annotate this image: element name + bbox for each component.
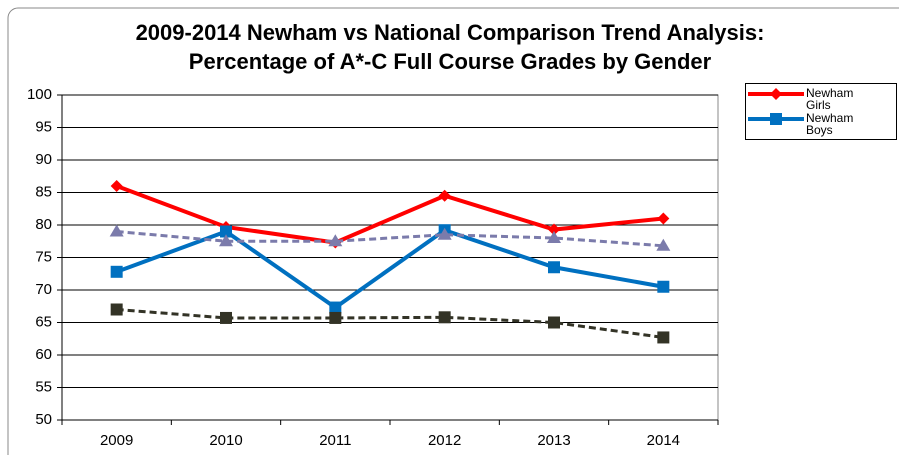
y-tick-label: 80 xyxy=(35,216,52,233)
point xyxy=(110,265,123,278)
legend-swatch xyxy=(748,88,804,100)
y-tick-label: 60 xyxy=(35,346,52,363)
point xyxy=(220,311,232,324)
point xyxy=(548,261,560,274)
x-tick-label: 2014 xyxy=(647,432,680,449)
point xyxy=(548,316,560,329)
x-tick-label: 2012 xyxy=(428,432,461,449)
y-tick-label: 70 xyxy=(35,281,52,298)
y-tick-label: 55 xyxy=(35,378,52,395)
legend-entry: Newham Boys xyxy=(746,112,896,136)
legend: Newham Girls Newham Boys xyxy=(745,83,897,140)
y-tick-label: 85 xyxy=(35,183,52,200)
y-tick-label: 90 xyxy=(35,151,52,168)
legend-label: Newham Boys xyxy=(806,111,854,137)
point xyxy=(328,234,343,247)
point xyxy=(657,212,670,225)
legend-marker xyxy=(770,113,782,125)
point xyxy=(547,231,561,243)
legend-entry: Newham Girls xyxy=(746,87,896,111)
point xyxy=(329,311,342,324)
chart-title: 2009-2014 Newham vs National Comparison … xyxy=(135,20,765,74)
x-tick-label: 2010 xyxy=(209,432,242,449)
y-tick-label: 50 xyxy=(35,411,52,428)
legend-marker xyxy=(770,88,782,100)
point xyxy=(657,280,670,293)
point xyxy=(656,238,671,251)
point xyxy=(109,224,124,237)
y-tick-label: 100 xyxy=(27,86,52,103)
legend-swatch xyxy=(748,113,804,125)
y-tick-label: 95 xyxy=(35,118,52,135)
point xyxy=(657,331,670,344)
point xyxy=(329,301,342,314)
point xyxy=(220,225,232,238)
series-line xyxy=(115,184,664,245)
point xyxy=(438,311,451,324)
series-line xyxy=(116,230,664,248)
point xyxy=(437,227,452,240)
point xyxy=(548,223,560,236)
point xyxy=(438,189,451,202)
y-tick-label: 65 xyxy=(35,313,52,330)
legend-label: Newham Girls xyxy=(806,86,854,112)
point xyxy=(219,234,233,247)
y-tick-label: 75 xyxy=(35,248,52,265)
x-tick-label: 2009 xyxy=(100,432,133,449)
x-tick-label: 2013 xyxy=(537,432,570,449)
x-tick-label: 2011 xyxy=(319,432,351,449)
point xyxy=(110,303,123,316)
series-line xyxy=(116,308,664,339)
point xyxy=(110,180,123,192)
